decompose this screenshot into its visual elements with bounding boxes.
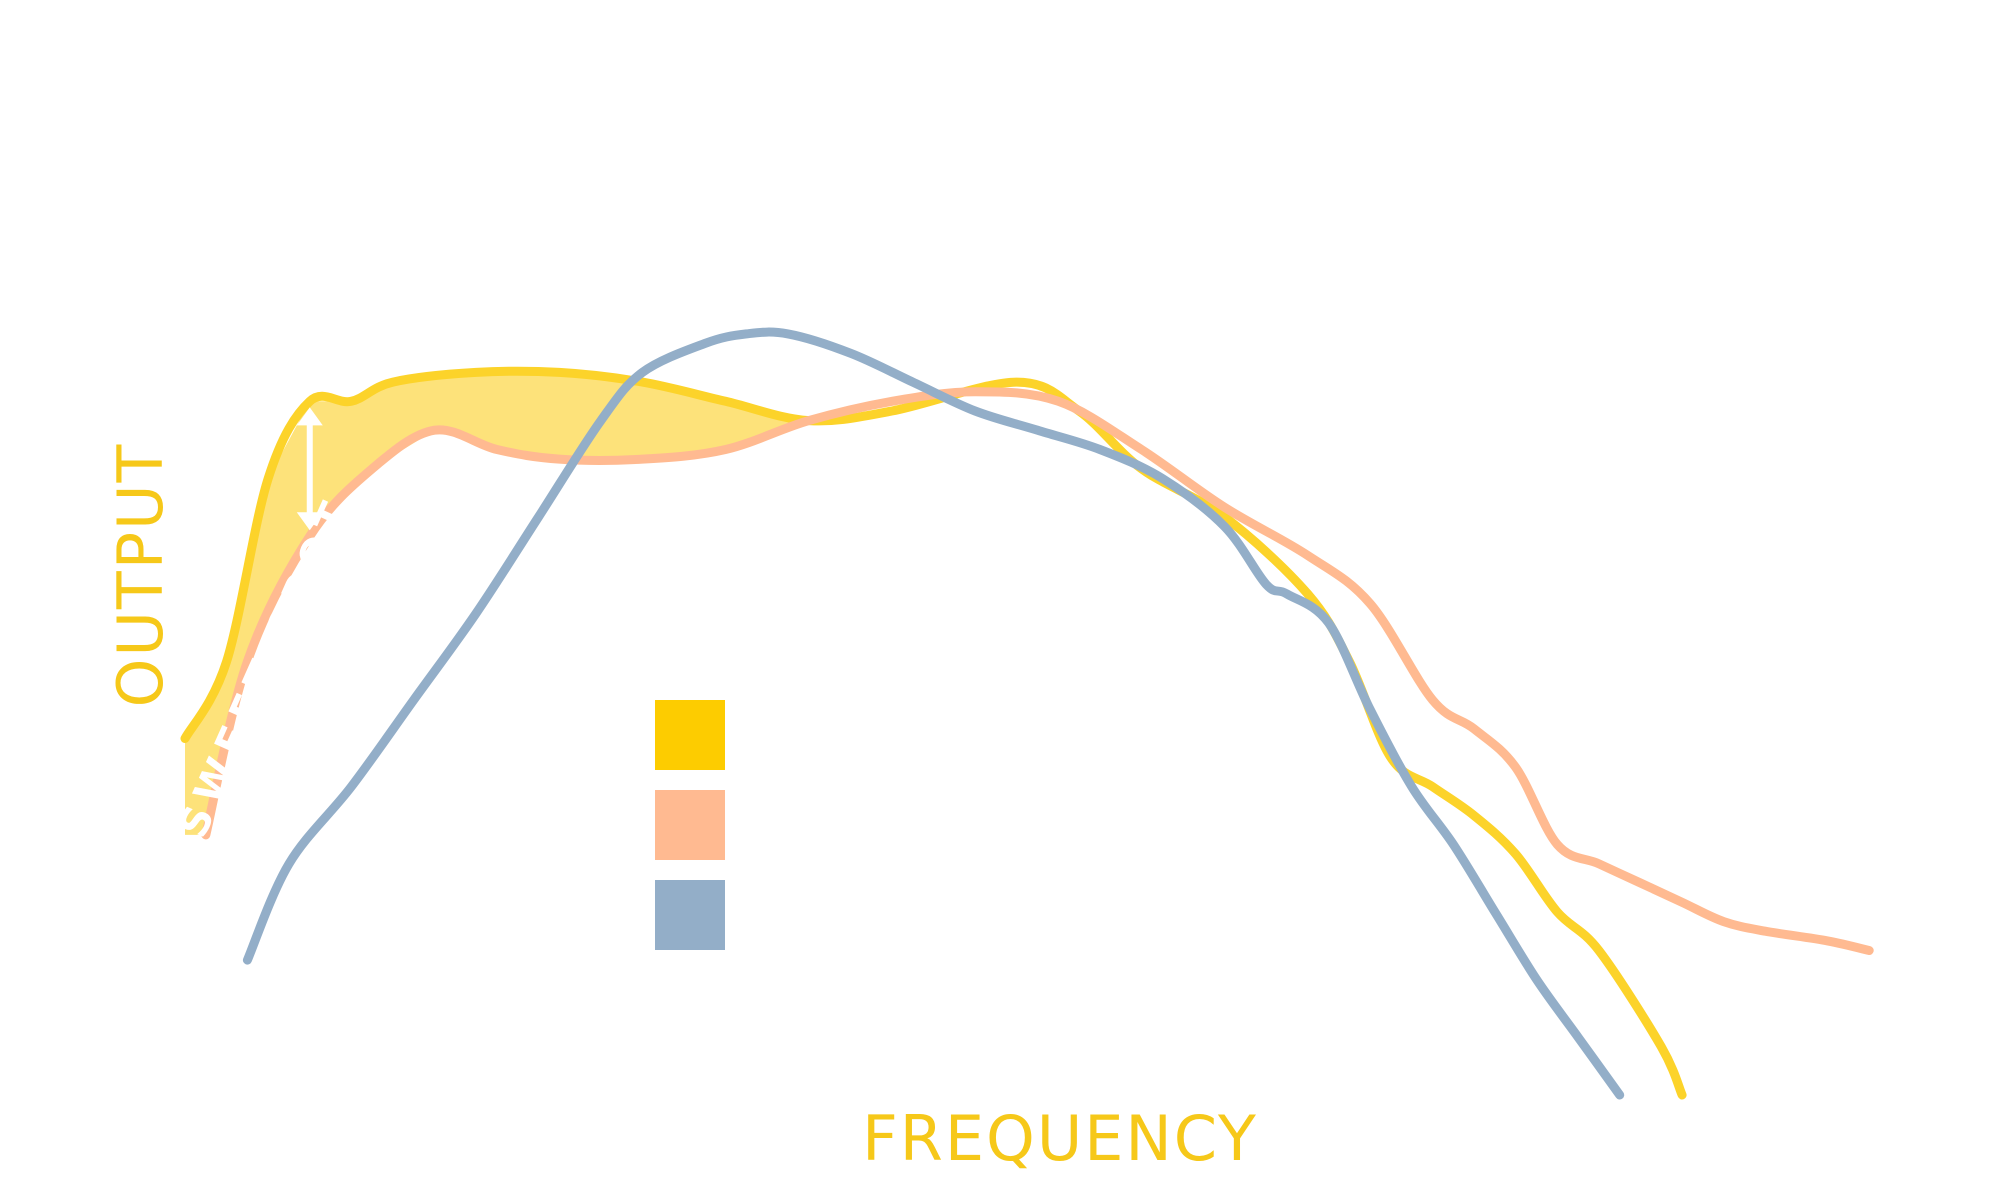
x-axis-label: FREQUENCY: [862, 1102, 1258, 1175]
plot-area: SWEET SPOT: [170, 327, 1874, 1100]
legend-swatch-2: [655, 790, 725, 860]
series-line-yellow: [180, 366, 1687, 1100]
legend-swatch-1: [655, 700, 725, 770]
legend-swatch-3: [655, 880, 725, 950]
y-axis-label: OUTPUT: [104, 443, 177, 708]
series-line-blue: [242, 327, 1625, 1100]
sweet-spot-arrow-up-head: [296, 407, 323, 426]
sweet-spot-arrow-down-head: [296, 512, 323, 531]
legend: [655, 700, 725, 950]
series-line-peach: [201, 387, 1874, 955]
sweet-spot-band: [185, 372, 809, 835]
